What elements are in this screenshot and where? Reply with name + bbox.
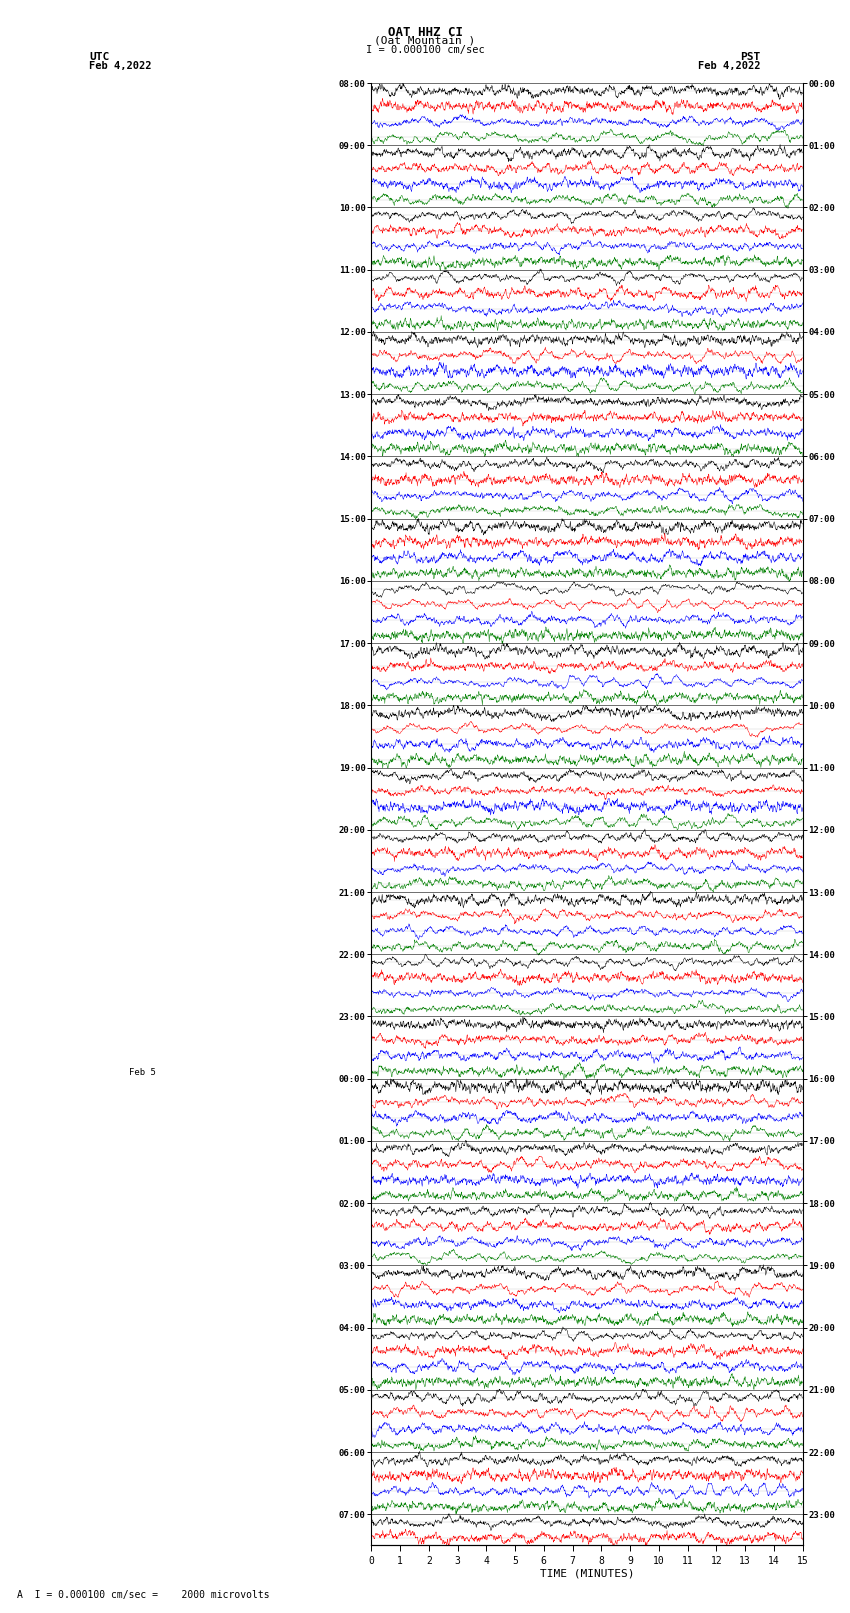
Text: UTC: UTC [89, 52, 110, 61]
Text: Feb 4,2022: Feb 4,2022 [89, 61, 152, 71]
X-axis label: TIME (MINUTES): TIME (MINUTES) [540, 1569, 634, 1579]
Text: Feb 4,2022: Feb 4,2022 [698, 61, 761, 71]
Text: OAT HHZ CI: OAT HHZ CI [388, 26, 462, 39]
Text: (Oat Mountain ): (Oat Mountain ) [374, 35, 476, 45]
Text: PST: PST [740, 52, 761, 61]
Text: A  I = 0.000100 cm/sec =    2000 microvolts: A I = 0.000100 cm/sec = 2000 microvolts [17, 1590, 269, 1600]
Text: Feb 5: Feb 5 [128, 1068, 156, 1077]
Text: I = 0.000100 cm/sec: I = 0.000100 cm/sec [366, 45, 484, 55]
